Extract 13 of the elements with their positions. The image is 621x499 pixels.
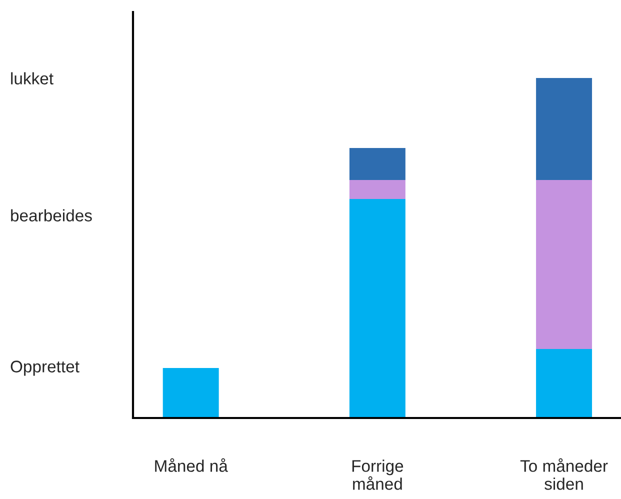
text: lukket bbox=[11, 72, 54, 84]
x-tick-label: Måned nå bbox=[155, 458, 228, 472]
x-tick-label: To måneder siden bbox=[520, 458, 608, 490]
bar bbox=[536, 348, 592, 418]
bar bbox=[536, 78, 592, 180]
x-tick-label: Forrige måned bbox=[352, 460, 404, 490]
text: bearbeides bbox=[11, 209, 92, 222]
bar bbox=[162, 368, 219, 418]
bar bbox=[536, 180, 592, 349]
bar bbox=[349, 148, 406, 180]
text: Opprettet bbox=[10, 360, 80, 376]
bar bbox=[349, 180, 406, 200]
bar bbox=[349, 199, 406, 418]
